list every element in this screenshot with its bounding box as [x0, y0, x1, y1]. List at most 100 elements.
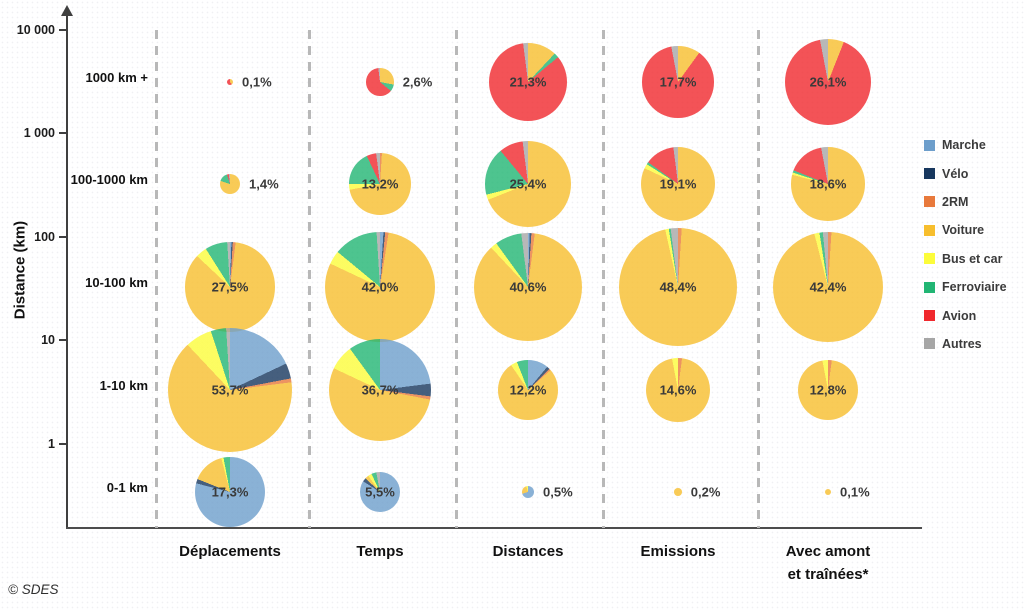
band-label-10-100-km: 10-100 km	[85, 275, 148, 290]
column-label-distances: Distances	[492, 543, 564, 560]
legend-label: Autres	[942, 336, 982, 351]
legend-item-voiture: Voiture	[924, 216, 1007, 244]
legend-item-2rm: 2RM	[924, 188, 1007, 216]
pie-d-placements-0-1-km	[194, 456, 266, 528]
pie-value-label: 42,0%	[361, 279, 399, 295]
legend-label: Ferroviaire	[942, 280, 1007, 295]
pie-value-label: 14,6%	[659, 382, 697, 398]
pie-value-label: 40,6%	[509, 279, 547, 295]
dashed-separator	[155, 30, 158, 528]
pie-temps-100-1000-km	[349, 153, 411, 215]
column-label-temps: Temps	[356, 543, 404, 560]
pie-avec-amont-et-tra-n-es-1-10-km	[797, 359, 859, 421]
pie-distances-1-10-km	[498, 360, 558, 420]
pie-emissions-1-10-km	[645, 357, 711, 423]
pie-value-label: 17,3%	[211, 484, 249, 500]
pie-value-label: 1,4%	[249, 176, 279, 192]
legend-color-chip	[924, 253, 935, 265]
dashed-separator	[455, 30, 458, 528]
pie-avec-amont-et-tra-n-es-1000-km	[784, 38, 872, 126]
legend-item-marche: Marche	[924, 131, 1007, 159]
y-tick-label: 1	[48, 437, 55, 451]
y-tick-label: 1 000	[23, 126, 55, 140]
pie-value-label: 13,2%	[361, 176, 399, 192]
legend-item-v-lo: Vélo	[924, 159, 1007, 187]
source-credit: © SDES	[8, 582, 59, 597]
pie-value-label: 12,8%	[809, 382, 847, 398]
pie-emissions-100-1000-km	[640, 146, 716, 222]
y-tick-label: 100	[34, 230, 55, 244]
pie-value-label: 0,1%	[840, 484, 870, 500]
legend-color-chip	[924, 139, 935, 151]
column-label-avec-amont-et-tra-n-es: Avec amont et traînées*	[785, 543, 871, 583]
pie-temps-10-100-km	[324, 231, 436, 343]
y-tick-mark	[59, 443, 67, 445]
pie-value-label: 5,5%	[365, 484, 395, 500]
pie-d-placements-10-100-km	[185, 242, 275, 332]
band-label-1000-km: 1000 km +	[85, 70, 148, 85]
y-tick-mark	[59, 236, 67, 238]
band-label-1-10-km: 1-10 km	[99, 378, 148, 393]
pie-value-label: 0,1%	[242, 74, 272, 90]
pie-temps-0-1-km	[360, 472, 400, 512]
column-label-emissions: Emissions	[640, 543, 716, 560]
pie-d-placements-1000-km	[227, 79, 233, 85]
y-tick-mark	[59, 339, 67, 341]
legend-label: Avion	[942, 308, 977, 323]
legend-color-chip	[924, 224, 935, 236]
pie-avec-amont-et-tra-n-es-10-100-km	[772, 231, 884, 343]
y-axis-arrow-icon	[61, 5, 73, 16]
legend-label: Marche	[942, 138, 986, 153]
pie-value-label: 27,5%	[211, 279, 249, 295]
pie-value-label: 2,6%	[402, 74, 433, 90]
pie-d-placements-1-10-km	[167, 327, 293, 453]
y-tick-label: 10 000	[16, 23, 55, 37]
y-axis-line	[66, 14, 68, 528]
pie-value-label: 12,2%	[509, 382, 547, 398]
dashed-separator	[757, 30, 760, 528]
pie-value-label: 0,2%	[690, 484, 721, 500]
pie-value-label: 21,3%	[509, 74, 547, 90]
legend-label: 2RM	[942, 194, 969, 209]
pie-emissions-0-1-km	[674, 488, 682, 496]
legend-color-chip	[924, 338, 935, 350]
x-axis-line	[66, 527, 922, 529]
legend-color-chip	[924, 168, 935, 180]
pie-value-label: 53,7%	[211, 382, 249, 398]
pie-avec-amont-et-tra-n-es-0-1-km	[825, 489, 831, 495]
pie-value-label: 17,7%	[659, 74, 697, 90]
legend-item-bus-et-car: Bus et car	[924, 245, 1007, 273]
y-tick-mark	[59, 29, 67, 31]
band-label-0-1-km: 0-1 km	[106, 480, 148, 495]
band-label-100-1000-km: 100-1000 km	[70, 172, 148, 187]
pie-value-label: 25,4%	[509, 176, 547, 192]
pie-value-label: 48,4%	[659, 279, 697, 295]
legend-item-avion: Avion	[924, 301, 1007, 329]
pie-value-label: 42,4%	[809, 279, 847, 295]
legend-label: Voiture	[942, 223, 985, 238]
legend-color-chip	[924, 281, 935, 293]
pie-distances-100-1000-km	[485, 141, 571, 227]
pie-temps-1000-km	[366, 68, 394, 96]
legend-color-chip	[924, 196, 935, 208]
pie-d-placements-100-1000-km	[219, 173, 241, 195]
pie-distances-10-100-km	[473, 232, 583, 342]
pie-value-label: 26,1%	[809, 74, 847, 90]
pie-avec-amont-et-tra-n-es-100-1000-km	[791, 147, 865, 221]
legend-label: Vélo	[942, 166, 969, 181]
pie-value-label: 36,7%	[361, 382, 399, 398]
pie-distances-0-1-km	[521, 485, 534, 498]
legend: Marche Vélo 2RM Voiture Bus et car Ferroviair…	[924, 131, 1007, 358]
dashed-separator	[308, 30, 311, 528]
pie-temps-1-10-km	[328, 338, 432, 442]
pie-emissions-1000-km	[642, 46, 714, 118]
y-tick-label: 10	[41, 333, 55, 347]
legend-label: Bus et car	[942, 251, 1003, 266]
column-label-d-placements: Déplacements	[179, 543, 281, 560]
legend-item-ferroviaire: Ferroviaire	[924, 273, 1007, 301]
pie-emissions-10-100-km	[618, 227, 738, 347]
legend-color-chip	[924, 310, 935, 322]
legend-item-autres: Autres	[924, 330, 1007, 358]
dashed-separator	[602, 30, 605, 528]
